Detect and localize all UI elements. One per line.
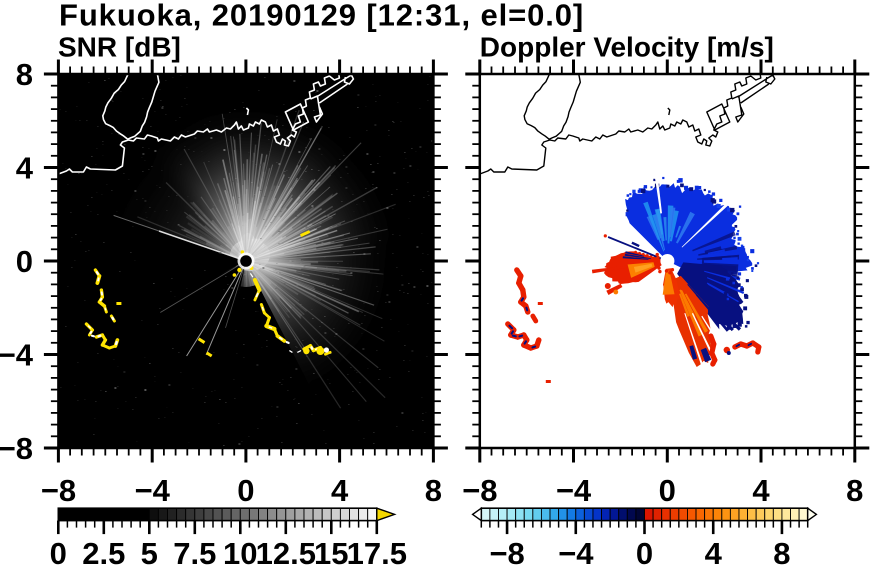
- svg-text:0: 0: [659, 473, 676, 508]
- svg-text:−8: −8: [462, 473, 497, 508]
- svg-text:4: 4: [752, 473, 770, 508]
- svg-text:Doppler Velocity [m/s]: Doppler Velocity [m/s]: [480, 32, 774, 63]
- svg-text:0: 0: [237, 473, 254, 508]
- svg-text:4: 4: [331, 473, 349, 508]
- svg-text:8: 8: [16, 57, 33, 92]
- svg-text:17.5: 17.5: [347, 536, 407, 570]
- svg-text:2.5: 2.5: [82, 536, 125, 570]
- svg-text:8: 8: [425, 473, 442, 508]
- svg-text:4: 4: [16, 151, 34, 186]
- svg-text:−4: −4: [0, 338, 34, 373]
- svg-text:Fukuoka, 20190129 [12:31, el=0: Fukuoka, 20190129 [12:31, el=0.0]: [59, 0, 584, 33]
- svg-text:−4: −4: [135, 473, 171, 508]
- svg-text:−8: −8: [41, 473, 76, 508]
- svg-text:−8: −8: [0, 431, 33, 466]
- svg-text:0: 0: [636, 536, 653, 570]
- svg-text:0: 0: [50, 536, 67, 570]
- svg-text:0: 0: [16, 244, 33, 279]
- svg-text:−8: −8: [489, 536, 524, 570]
- svg-text:−4: −4: [558, 536, 594, 570]
- svg-text:−4: −4: [556, 473, 592, 508]
- svg-text:8: 8: [773, 536, 790, 570]
- svg-text:12.5: 12.5: [256, 536, 316, 570]
- svg-text:4: 4: [705, 536, 723, 570]
- svg-text:10: 10: [223, 536, 257, 570]
- svg-text:15: 15: [314, 536, 348, 570]
- svg-text:SNR [dB]: SNR [dB]: [58, 32, 181, 63]
- svg-text:7.5: 7.5: [173, 536, 216, 570]
- svg-text:5: 5: [141, 536, 158, 570]
- svg-text:8: 8: [846, 473, 863, 508]
